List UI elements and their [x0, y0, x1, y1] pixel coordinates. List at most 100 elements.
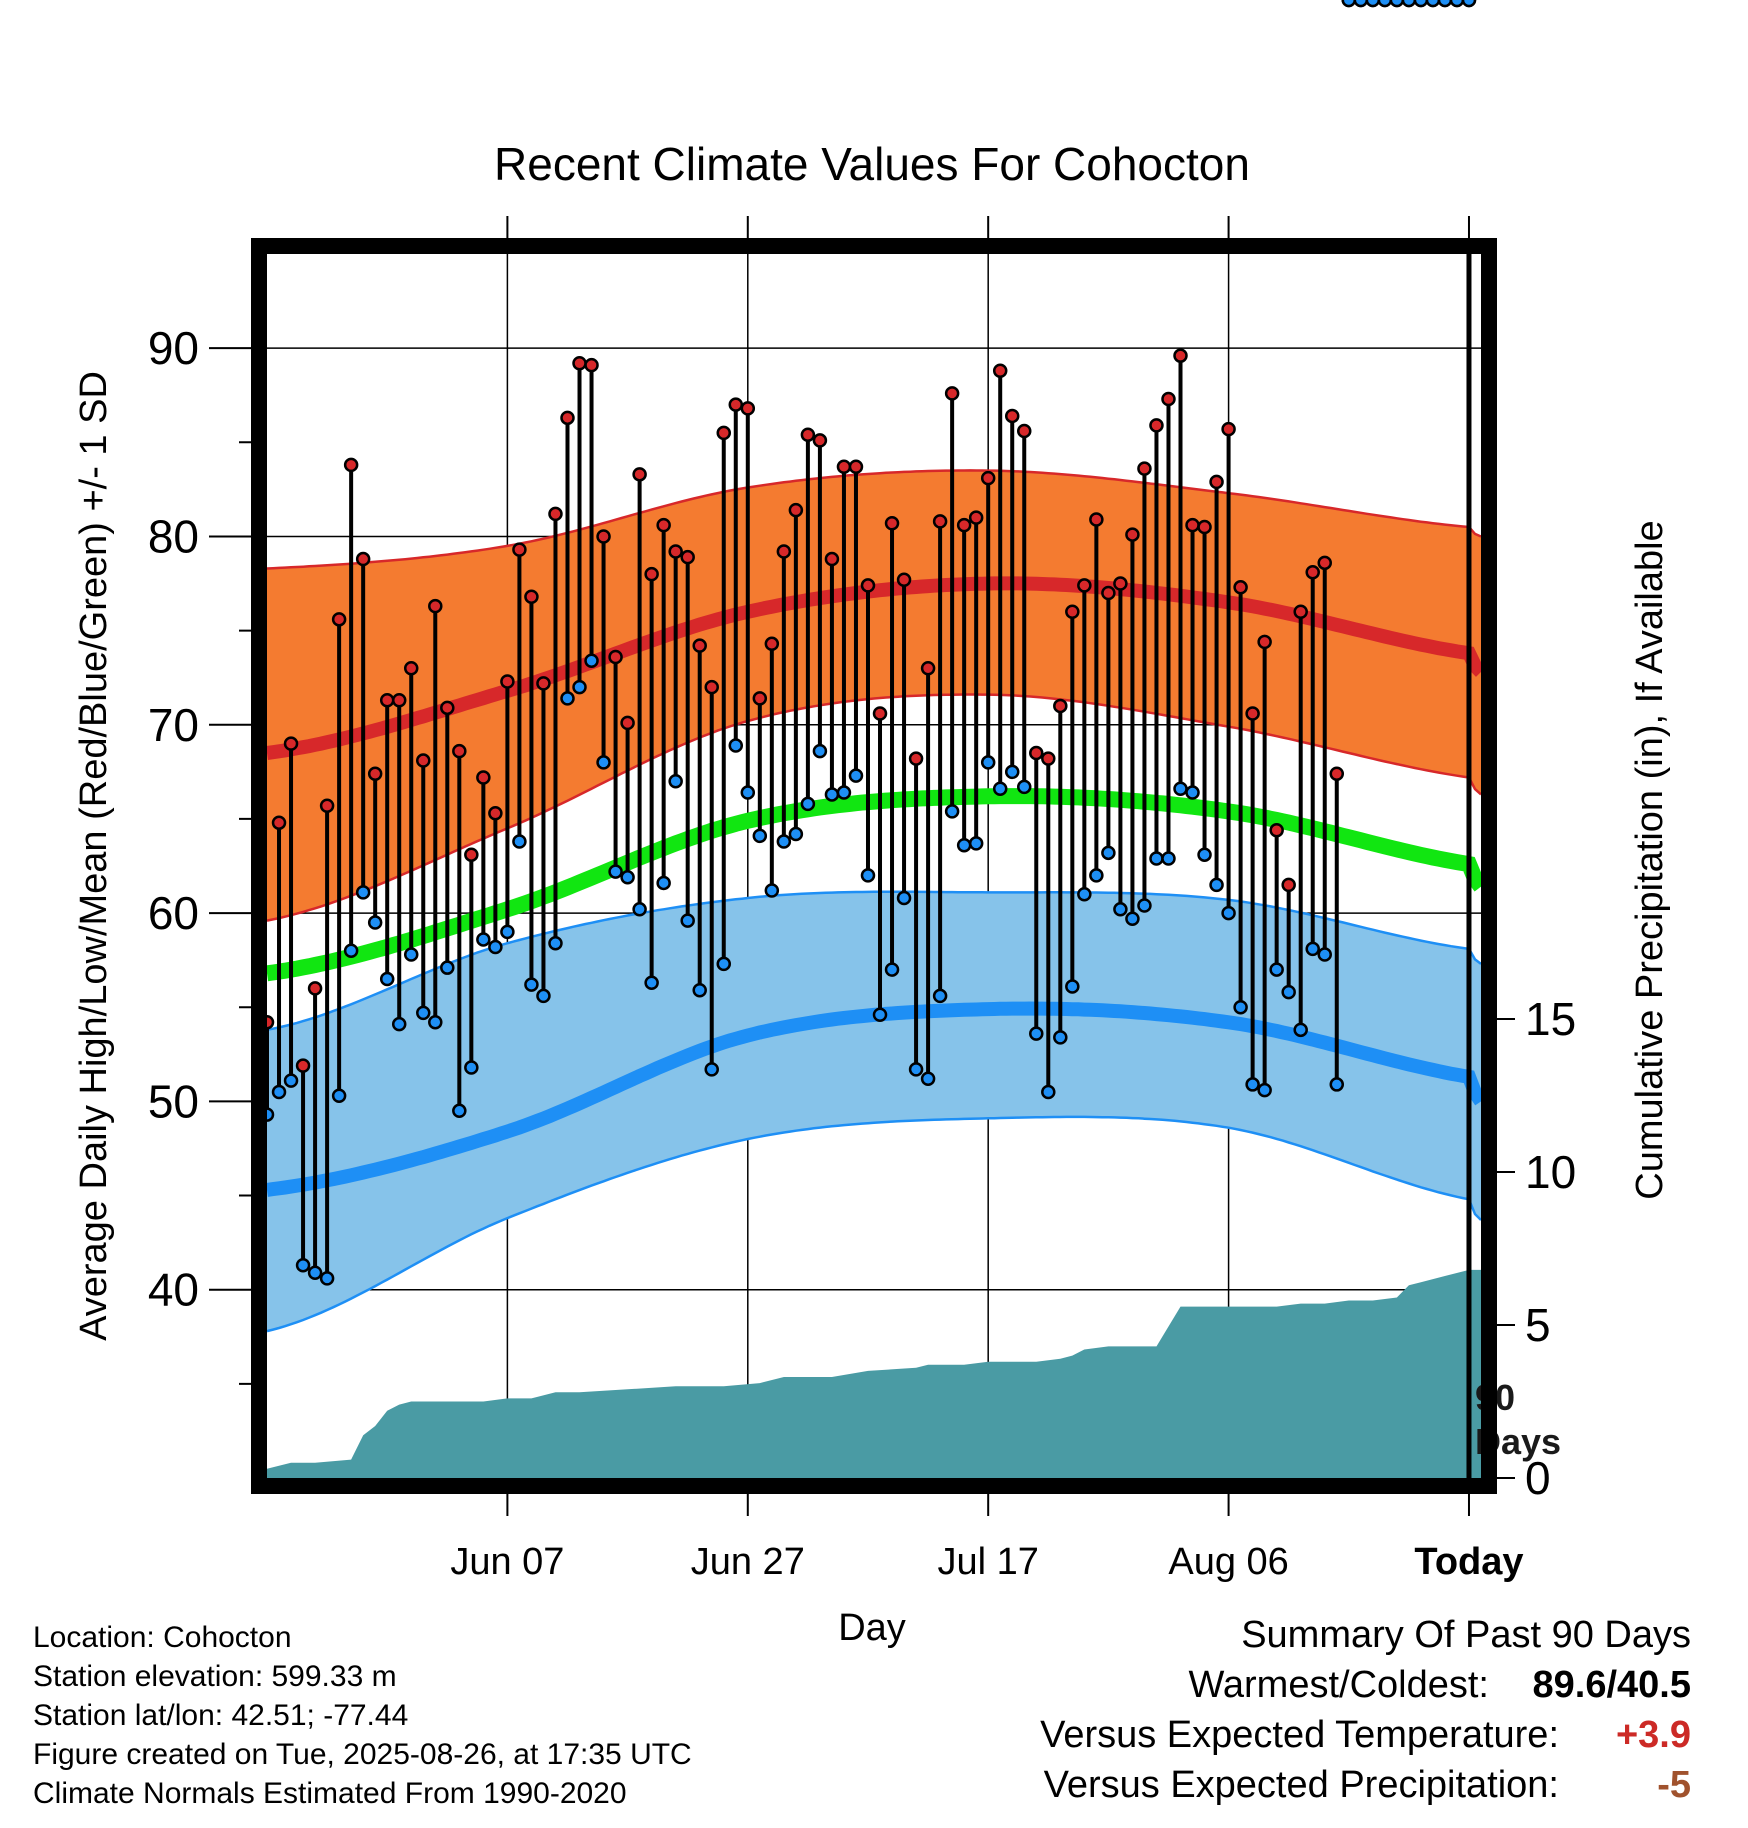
- daily-low-point: [1125, 911, 1140, 926]
- daily-high-point: [992, 363, 1008, 379]
- daily-high-point: [1185, 517, 1200, 533]
- daily-low-point: [440, 960, 455, 975]
- daily-low-point: [620, 870, 635, 885]
- daily-high-point: [452, 743, 467, 759]
- daily-high-point: [1209, 474, 1224, 490]
- daily-low-point: [704, 1062, 719, 1077]
- y-tick-label: 40: [148, 1264, 199, 1316]
- daily-low-point: [1089, 868, 1104, 883]
- daily-high-point: [343, 457, 359, 473]
- x-tick-label: Aug 06: [1168, 1541, 1288, 1583]
- daily-high-point: [824, 551, 840, 567]
- daily-high-point: [524, 589, 539, 604]
- daily-low-point: [1197, 847, 1212, 862]
- daily-low-point: [824, 787, 840, 802]
- daily-high-point: [1101, 585, 1116, 601]
- daily-low-point: [536, 988, 551, 1004]
- daily-high-point: [932, 514, 948, 529]
- daily-low-point: [512, 834, 527, 849]
- precip-value: -5: [1657, 1764, 1691, 1806]
- daily-low-point: [1317, 947, 1332, 962]
- daily-high-point: [1089, 512, 1104, 527]
- info-created: Figure created on Tue, 2025-08-26, at 17…: [33, 1738, 692, 1771]
- daily-low-point: [1293, 1022, 1308, 1038]
- axes: 40 50 60 70 80 90 0 5 10 15 Jun 07 Jun 27 Jul 17 Aug …: [148, 216, 1576, 1583]
- daily-low-point: [1041, 1084, 1056, 1100]
- y2-tick-label: 5: [1525, 1299, 1551, 1351]
- daily-high-point: [776, 544, 792, 559]
- daily-low-point: [1413, 0, 1429, 8]
- daily-low-point: [992, 781, 1008, 797]
- low-band-lower-edge: [266, 1115, 1482, 1333]
- daily-high-point: [1161, 391, 1176, 407]
- daily-high-point: [1281, 877, 1296, 893]
- daily-high-point: [416, 753, 431, 768]
- daily-low-point: [896, 890, 912, 906]
- daily-low-point: [956, 838, 972, 853]
- daily-low-point: [1209, 877, 1224, 893]
- daily-low-point: [464, 1060, 479, 1075]
- daily-high-point: [848, 459, 864, 475]
- daily-high-point: [548, 506, 563, 522]
- daily-high-point: [536, 676, 551, 691]
- y-tick-label: 80: [148, 510, 199, 562]
- daily-high-point: [1029, 745, 1044, 761]
- daily-low-point: [295, 1257, 311, 1273]
- daily-low-point: [524, 977, 539, 992]
- daily-low-point: [1004, 764, 1020, 780]
- chart-title: Recent Climate Values For Cohocton: [494, 138, 1250, 190]
- daily-low-point: [764, 883, 780, 898]
- cumulative-precip-area: [267, 1269, 1481, 1478]
- daily-high-point: [1173, 348, 1188, 363]
- daily-high-point: [740, 401, 756, 416]
- daily-low-point: [1221, 905, 1236, 921]
- daily-low-point: [343, 943, 359, 958]
- daily-high-point: [319, 798, 335, 813]
- daily-low-point: [1077, 886, 1092, 902]
- info-normals: Climate Normals Estimated From 1990-2020: [33, 1777, 627, 1810]
- daily-low-point: [283, 1073, 299, 1088]
- daily-high-point: [1004, 408, 1020, 424]
- daily-low-point: [1053, 1030, 1068, 1045]
- daily-low-point: [1329, 1077, 1345, 1092]
- daily-low-point: [1389, 0, 1405, 8]
- precipitation-area: [267, 1269, 1481, 1478]
- x-tick-label: Today: [1414, 1541, 1523, 1583]
- daily-observations: [259, 0, 1477, 1286]
- daily-low-point: [908, 1062, 924, 1077]
- daily-high-point: [283, 736, 299, 751]
- daily-high-point: [1233, 580, 1248, 595]
- daily-high-point: [968, 510, 984, 525]
- daily-low-point: [500, 924, 515, 940]
- daily-high-point: [403, 661, 419, 676]
- daily-low-point: [572, 679, 587, 695]
- summary-warmest-coldest: Warmest/Coldest: 89.6/40.5: [1040, 1660, 1691, 1710]
- y2-tick-label: 15: [1525, 993, 1576, 1045]
- daily-low-point: [740, 785, 756, 800]
- temp-value: +3.9: [1615, 1714, 1691, 1756]
- daily-low-point: [1233, 999, 1248, 1015]
- daily-low-point: [596, 755, 611, 770]
- daily-low-point: [1173, 781, 1188, 797]
- daily-low-point: [416, 1005, 431, 1021]
- daily-low-point: [1437, 0, 1453, 8]
- daily-low-point: [1161, 851, 1176, 866]
- daily-high-point: [428, 598, 443, 614]
- daily-high-point: [1293, 604, 1308, 620]
- daily-low-point: [680, 913, 695, 928]
- daily-low-point: [1449, 0, 1465, 8]
- daily-low-point: [379, 971, 395, 987]
- daily-high-point: [920, 661, 936, 676]
- summary-panel: Summary Of Past 90 Days Warmest/Coldest:…: [1040, 1610, 1691, 1810]
- daily-high-point: [764, 636, 780, 652]
- daily-high-point: [500, 674, 515, 689]
- daily-high-point: [295, 1058, 311, 1073]
- y2-tick-label: 0: [1525, 1452, 1551, 1504]
- info-latlon: Station lat/lon: 42.51; -77.44: [33, 1699, 409, 1732]
- daily-low-point: [872, 1007, 888, 1023]
- daily-high-point: [836, 459, 852, 475]
- daily-low-point: [1341, 0, 1357, 8]
- daily-high-point: [1137, 461, 1152, 476]
- daily-low-point: [836, 785, 852, 800]
